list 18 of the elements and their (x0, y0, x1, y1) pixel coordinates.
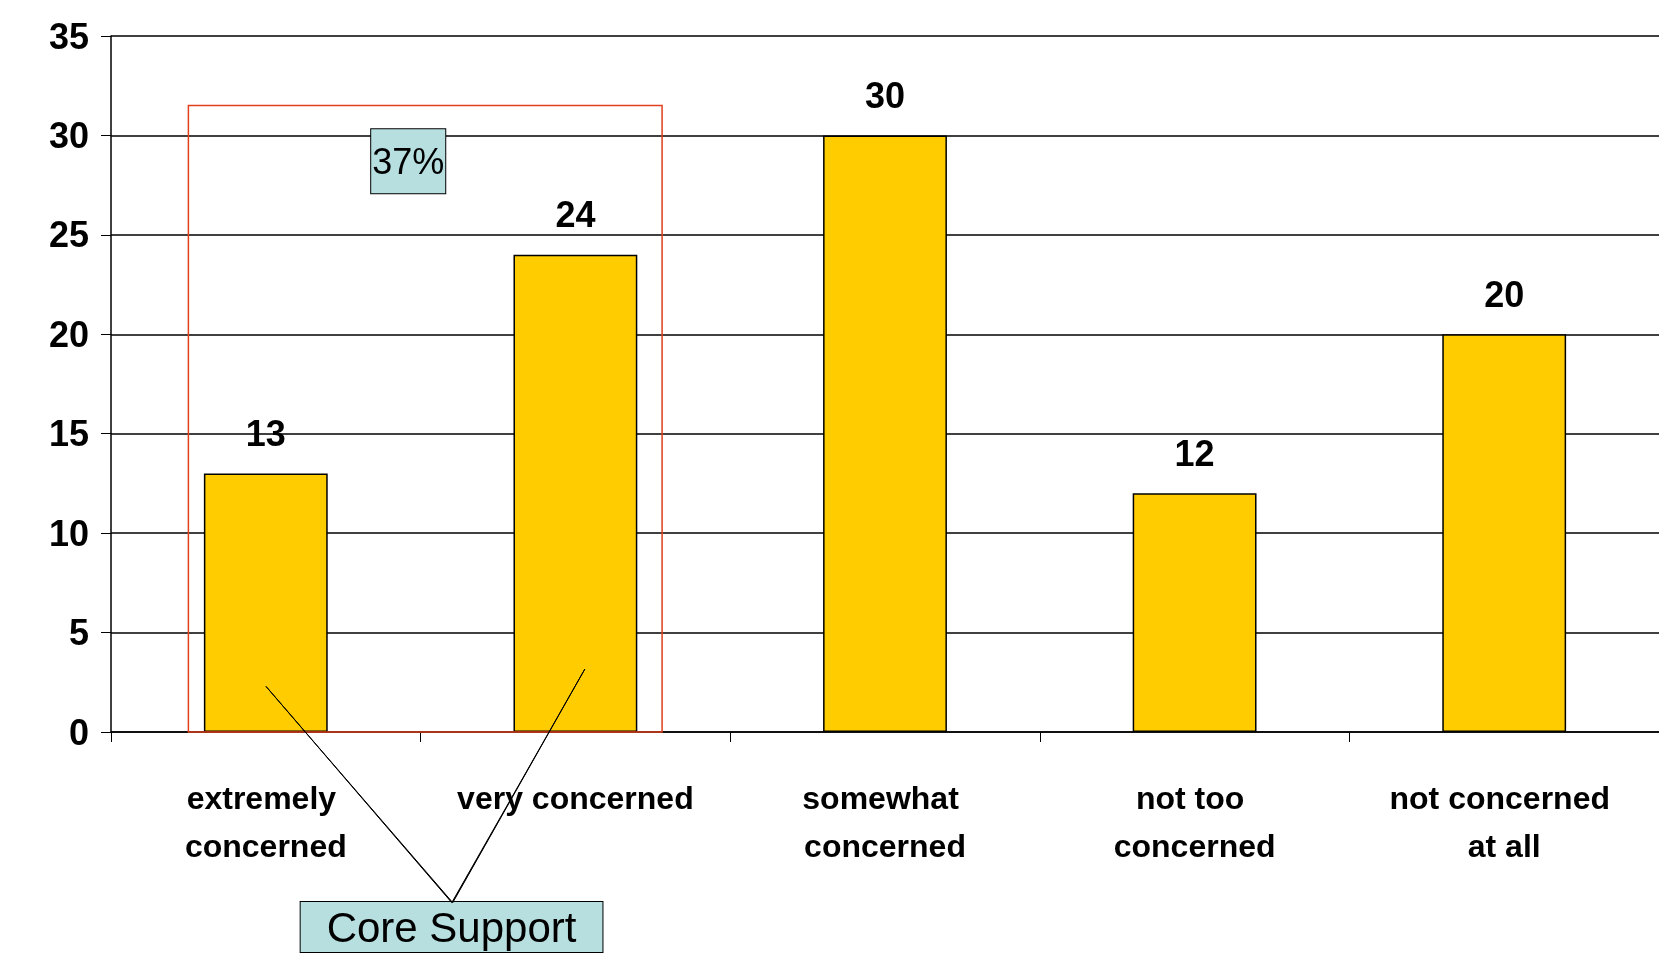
x-tick-label: not concerned at all (1389, 780, 1619, 864)
x-tick-label: somewhat concerned (802, 780, 968, 864)
y-tick-label: 10 (48, 512, 89, 554)
text: Core Support (326, 903, 577, 951)
x-tick-label: not too concerned (1113, 780, 1276, 864)
y-tick-label: 35 (48, 15, 89, 57)
annotation: 37% (372, 140, 445, 182)
data-label: 20 (1484, 273, 1525, 315)
y-tick-label: 0 (68, 711, 89, 753)
y-tick-label: 20 (48, 313, 89, 355)
y-tick-label: 25 (48, 214, 89, 256)
y-tick-label: 5 (68, 612, 89, 654)
y-tick-label: 30 (48, 114, 89, 156)
data-label: 30 (864, 74, 906, 116)
y-tick-label: 15 (48, 413, 89, 455)
x-tick-label: extremely concerned (184, 780, 347, 864)
data-label: 12 (1174, 432, 1215, 474)
data-label: 24 (555, 194, 596, 236)
